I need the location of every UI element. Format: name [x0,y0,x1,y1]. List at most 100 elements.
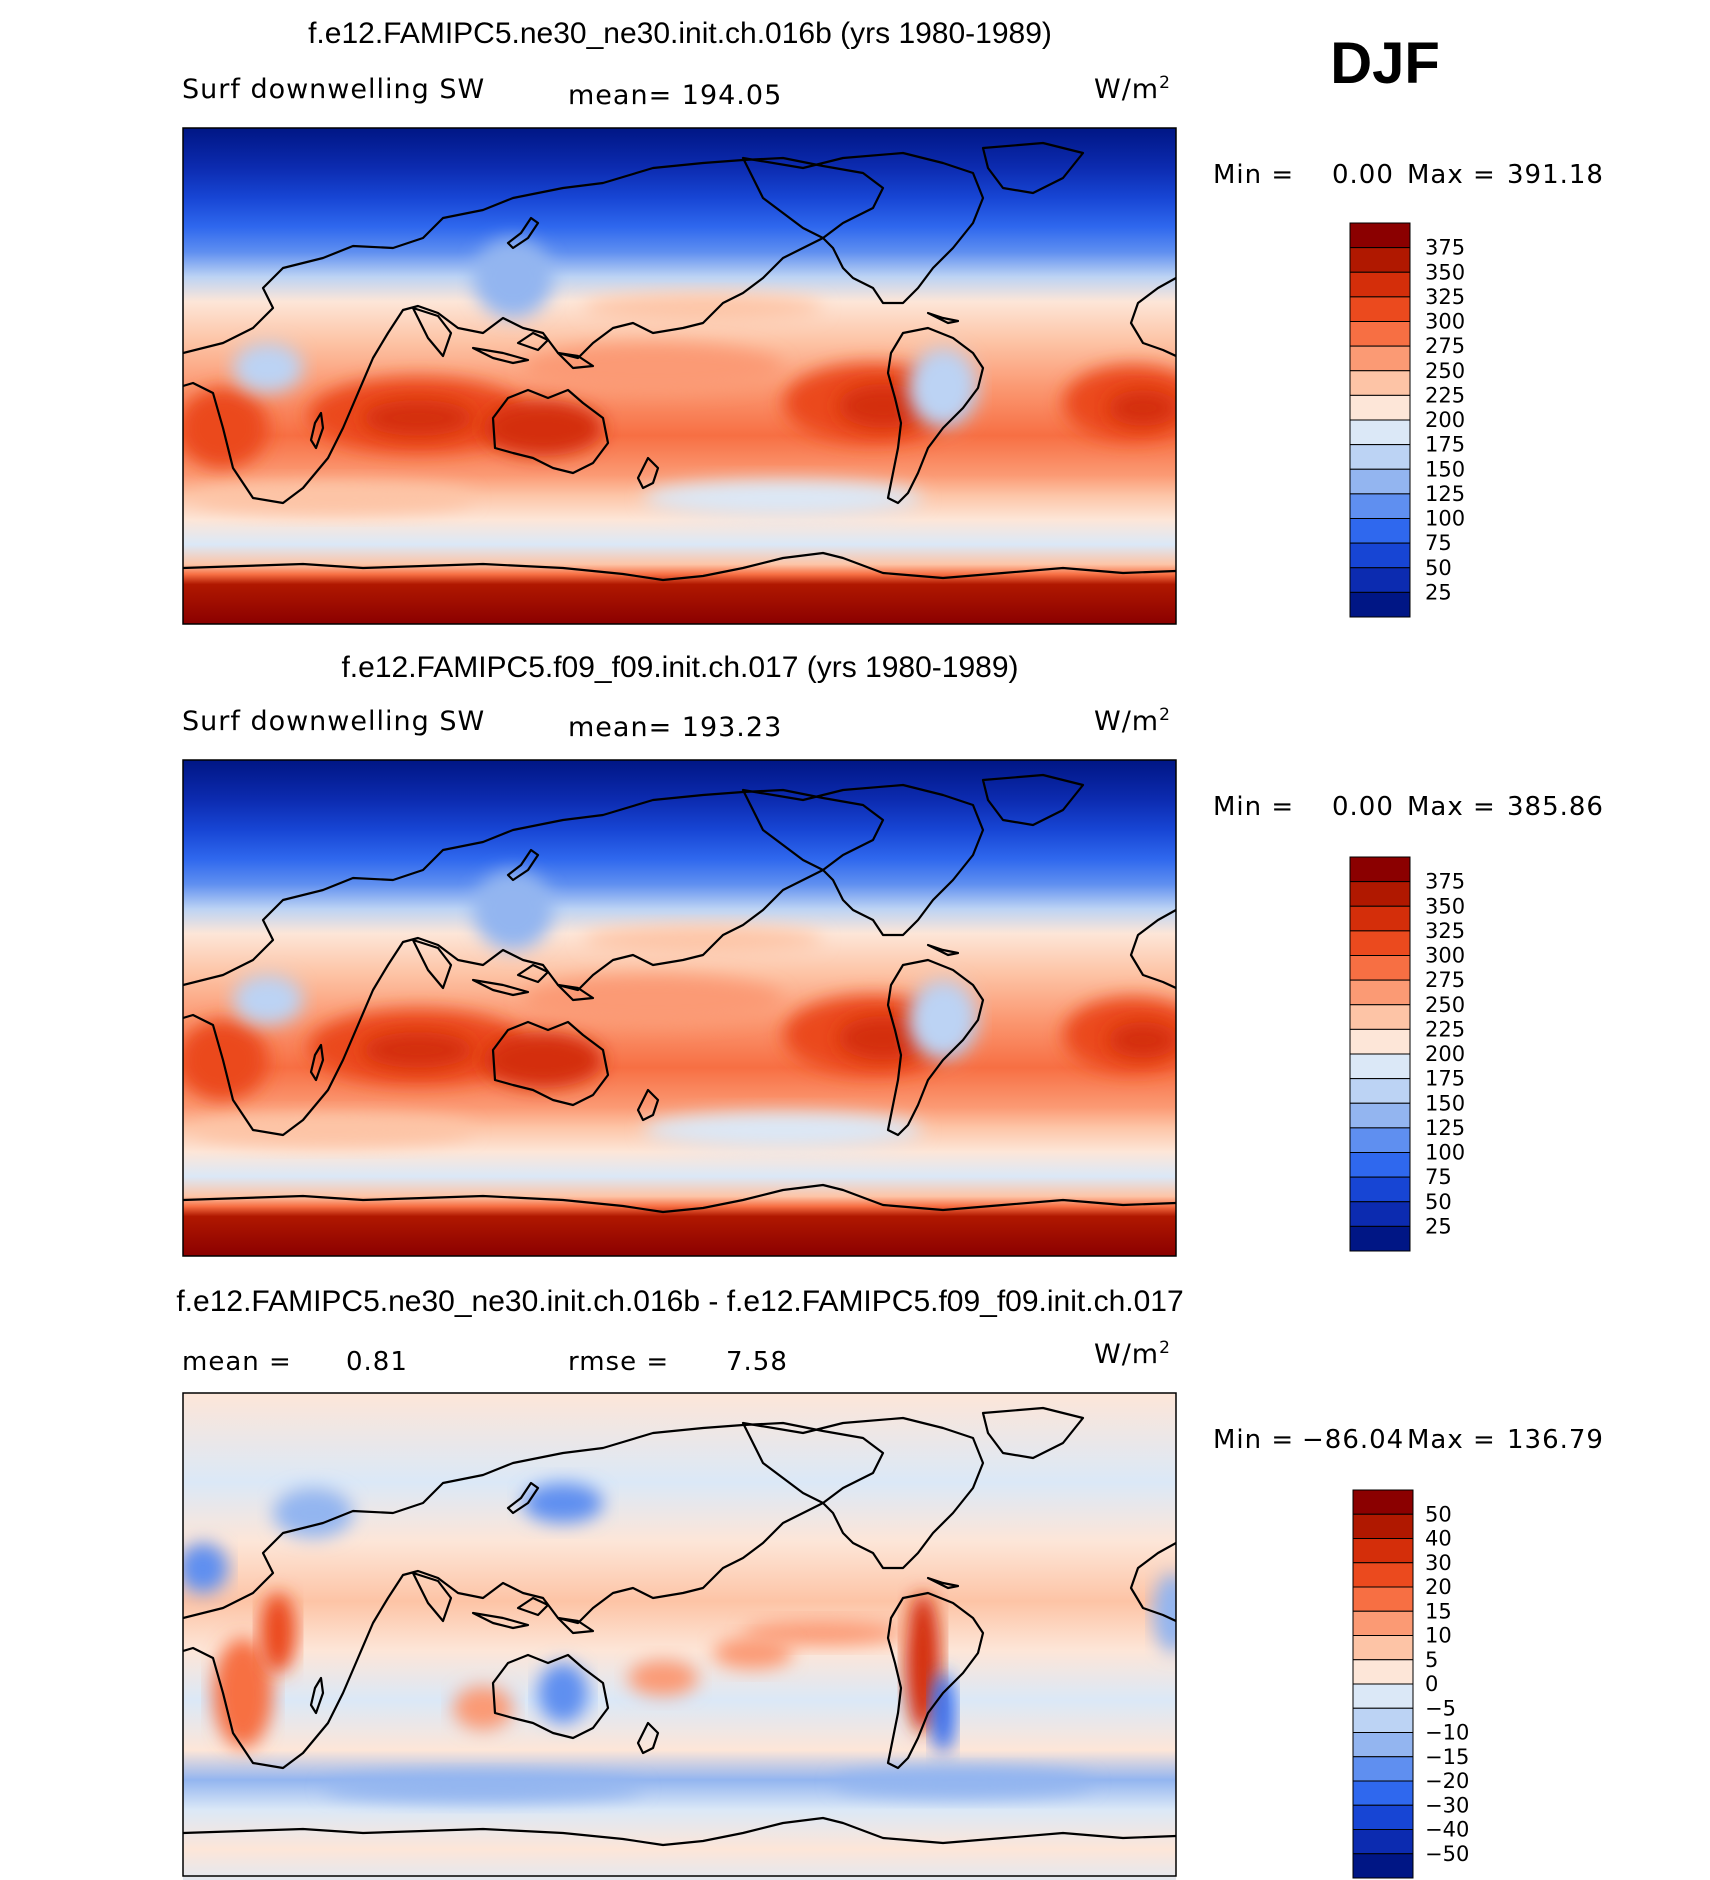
colorbar-swatch [1349,1201,1411,1227]
colorbar-swatch [1349,444,1411,470]
colorbar-tick-label: 40 [1425,1527,1452,1551]
colorbar-swatch [1349,222,1411,249]
map-field [183,128,1176,624]
colorbar-swatch [1352,1659,1414,1685]
units-label: W/m2 [1094,73,1171,105]
colorbar-tick-label: 250 [1425,993,1465,1017]
colorbar-swatch [1349,955,1411,981]
colorbar-tick-label: −10 [1425,1721,1469,1745]
colorbar-tick-label: 10 [1425,1624,1452,1648]
colorbar-tick-label: 375 [1425,236,1465,260]
colorbar-tick-label: 30 [1425,1551,1452,1575]
colorbar: 3753503253002752502252001751501251007550… [1349,222,1465,618]
mean-label: mean= 193.23 [568,712,782,743]
colorbar-swatch [1352,1804,1414,1830]
colorbar-tick-label: −50 [1425,1842,1469,1866]
colorbar-tick-label: 200 [1425,408,1465,432]
colorbar-swatch [1349,271,1411,298]
colorbar: 3753503253002752502252001751501251007550… [1349,856,1465,1252]
colorbar-swatch [1349,493,1411,519]
panel-title: f.e12.FAMIPC5.ne30_ne30.init.ch.016b - f… [176,1285,1183,1318]
colorbar-swatch [1349,1127,1411,1153]
max-value: 385.86 [1507,792,1604,822]
min-label: Min = [1213,792,1294,822]
colorbar-swatch [1352,1683,1414,1709]
colorbar-swatch [1349,567,1411,593]
colorbar-tick-label: 275 [1425,968,1465,992]
colorbar-tick-label: −40 [1425,1818,1469,1842]
colorbar-tick-label: 325 [1425,285,1465,309]
colorbar-swatch [1349,856,1411,883]
colorbar-tick-label: 200 [1425,1042,1465,1066]
colorbar-tick-label: 375 [1425,870,1465,894]
colorbar-tick-label: 300 [1425,310,1465,334]
map-field [183,1393,1176,1880]
colorbar-swatch [1349,321,1411,347]
min-value: 0.00 [1332,792,1394,822]
colorbar-tick-label: 125 [1425,482,1465,506]
map-field [183,760,1176,1256]
colorbar-swatch [1352,1853,1414,1879]
colorbar-tick-label: 75 [1425,1165,1452,1189]
colorbar-tick-label: −5 [1425,1696,1456,1720]
colorbar-swatch [1349,1004,1411,1030]
panel-title: f.e12.FAMIPC5.f09_f09.init.ch.017 (yrs 1… [341,651,1018,684]
colorbar-swatch [1349,1225,1411,1252]
colorbar-tick-label: 350 [1425,894,1465,918]
colorbar-swatch [1349,419,1411,446]
colorbar-swatch [1349,296,1411,322]
colorbar-tick-label: 175 [1425,1067,1465,1091]
colorbar-swatch [1349,394,1411,421]
colorbar-swatch [1349,345,1411,372]
colorbar-tick-label: 75 [1425,531,1452,555]
colorbar-swatch [1352,1756,1414,1782]
max-label: Max = [1407,1425,1496,1455]
season-label: DJF [1330,31,1440,96]
colorbar-swatch [1352,1489,1414,1515]
colorbar-swatch [1349,1028,1411,1055]
colorbar-swatch [1349,1102,1411,1129]
colorbar-swatch [1352,1513,1414,1539]
colorbar-tick-label: −30 [1425,1793,1469,1817]
colorbar-swatch [1352,1780,1414,1806]
map-frame [182,759,1177,1257]
colorbar-swatch [1352,1586,1414,1612]
colorbar-swatch [1352,1562,1414,1588]
colorbar-tick-label: 15 [1425,1599,1452,1623]
mean-label: mean = [182,1347,292,1377]
colorbar-swatch [1349,905,1411,932]
colorbar-swatch [1349,1078,1411,1104]
colorbar-tick-label: 25 [1425,1214,1452,1238]
colorbar-tick-label: 0 [1425,1672,1438,1696]
colorbar-tick-label: 5 [1425,1648,1438,1672]
colorbar-swatch [1352,1829,1414,1855]
panel-model-f09: f.e12.FAMIPC5.f09_f09.init.ch.017 (yrs 1… [182,651,1604,1257]
colorbar-tick-label: 150 [1425,457,1465,481]
panel-difference: f.e12.FAMIPC5.ne30_ne30.init.ch.016b - f… [176,1285,1604,1880]
colorbar-tick-label: 100 [1425,1141,1465,1165]
colorbar-swatch [1349,881,1411,907]
colorbar-swatch [1349,1152,1411,1178]
map-frame [182,1392,1177,1877]
colorbar-swatch [1349,518,1411,544]
colorbar-tick-label: 250 [1425,359,1465,383]
colorbar-tick-label: 50 [1425,1190,1452,1214]
max-label: Max = [1407,792,1496,822]
colorbar-swatch [1352,1538,1414,1564]
colorbar-tick-label: 50 [1425,556,1452,580]
units-label: W/m2 [1094,1338,1171,1370]
colorbar-tick-label: 275 [1425,334,1465,358]
variable-label: Surf downwelling SW [182,706,485,737]
colorbar-tick-label: 300 [1425,944,1465,968]
colorbar-swatch [1352,1610,1414,1636]
colorbar-tick-label: 150 [1425,1091,1465,1115]
colorbar-tick-label: −20 [1425,1769,1469,1793]
map-frame [182,127,1177,625]
max-value: 136.79 [1507,1425,1604,1455]
rmse-value: 7.58 [726,1347,788,1377]
colorbar-tick-label: 20 [1425,1575,1452,1599]
colorbar-tick-label: 225 [1425,1017,1465,1041]
colorbar-swatch [1349,542,1411,569]
